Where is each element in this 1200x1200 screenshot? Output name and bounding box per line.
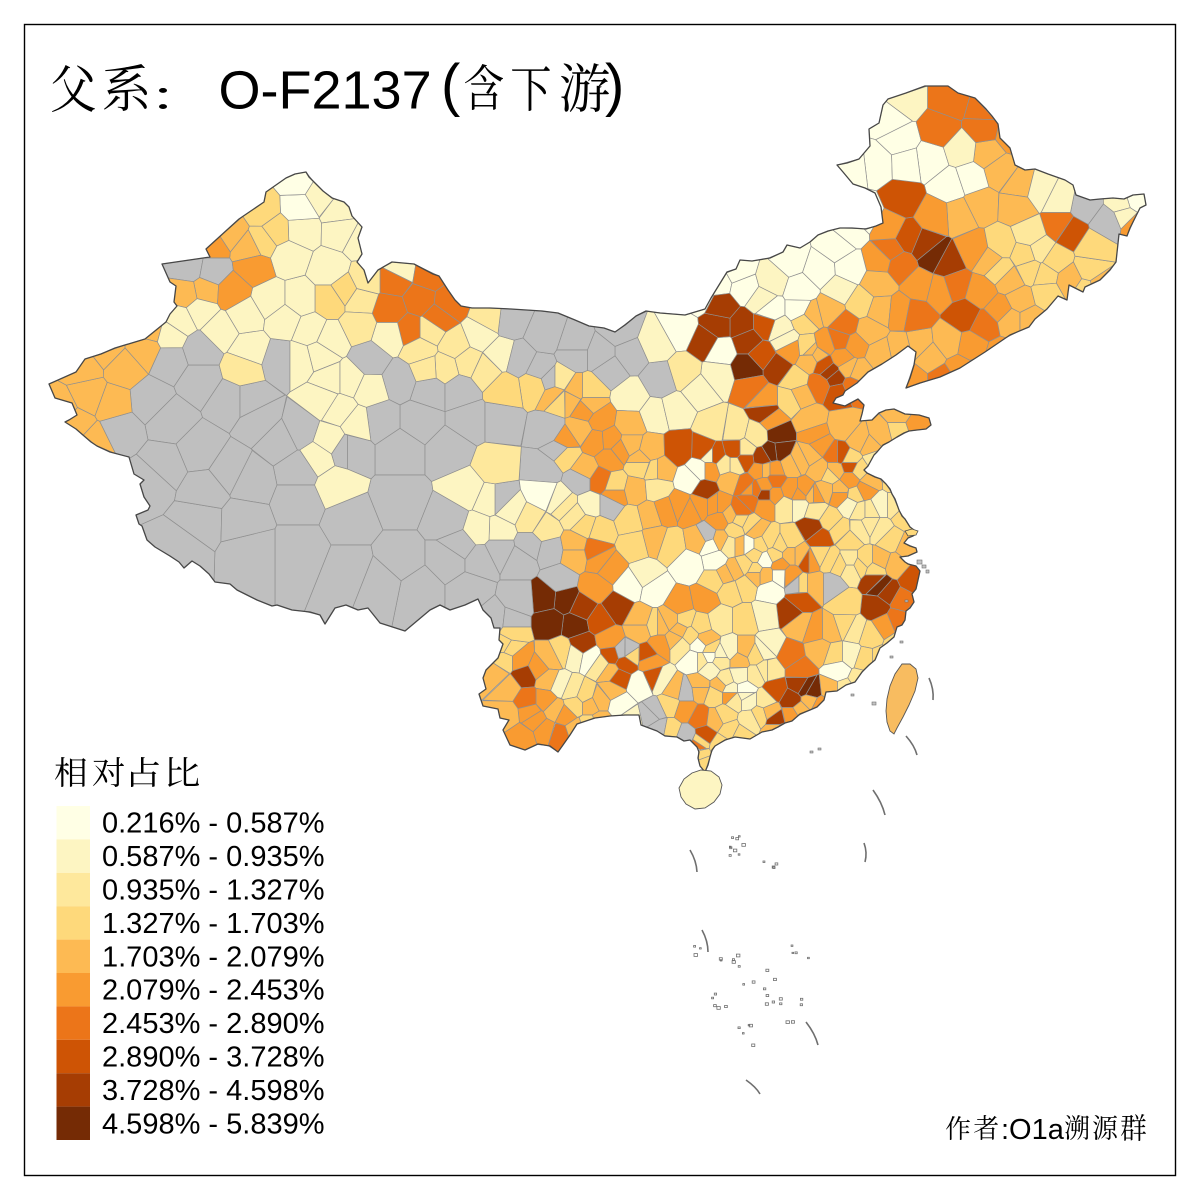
svg-text:0.935% - 1.327%: 0.935% - 1.327%	[102, 875, 324, 907]
svg-text::O1a: :O1a	[1001, 1114, 1065, 1146]
svg-text:): )	[605, 53, 624, 118]
svg-text:O-F2137: O-F2137	[219, 60, 432, 120]
svg-text:0.587% - 0.935%: 0.587% - 0.935%	[102, 841, 324, 873]
svg-text:1.327% - 1.703%: 1.327% - 1.703%	[102, 908, 324, 940]
svg-text:1.703% - 2.079%: 1.703% - 2.079%	[102, 941, 324, 973]
svg-text:0.216% - 0.587%: 0.216% - 0.587%	[102, 808, 324, 840]
svg-text:2.079% - 2.453%: 2.079% - 2.453%	[102, 975, 324, 1007]
svg-text:2.890% - 3.728%: 2.890% - 3.728%	[102, 1042, 324, 1074]
svg-text:2.453% - 2.890%: 2.453% - 2.890%	[102, 1008, 324, 1040]
svg-text:(: (	[441, 53, 460, 118]
svg-text:4.598% - 5.839%: 4.598% - 5.839%	[102, 1108, 324, 1140]
svg-text:3.728% - 4.598%: 3.728% - 4.598%	[102, 1075, 324, 1107]
